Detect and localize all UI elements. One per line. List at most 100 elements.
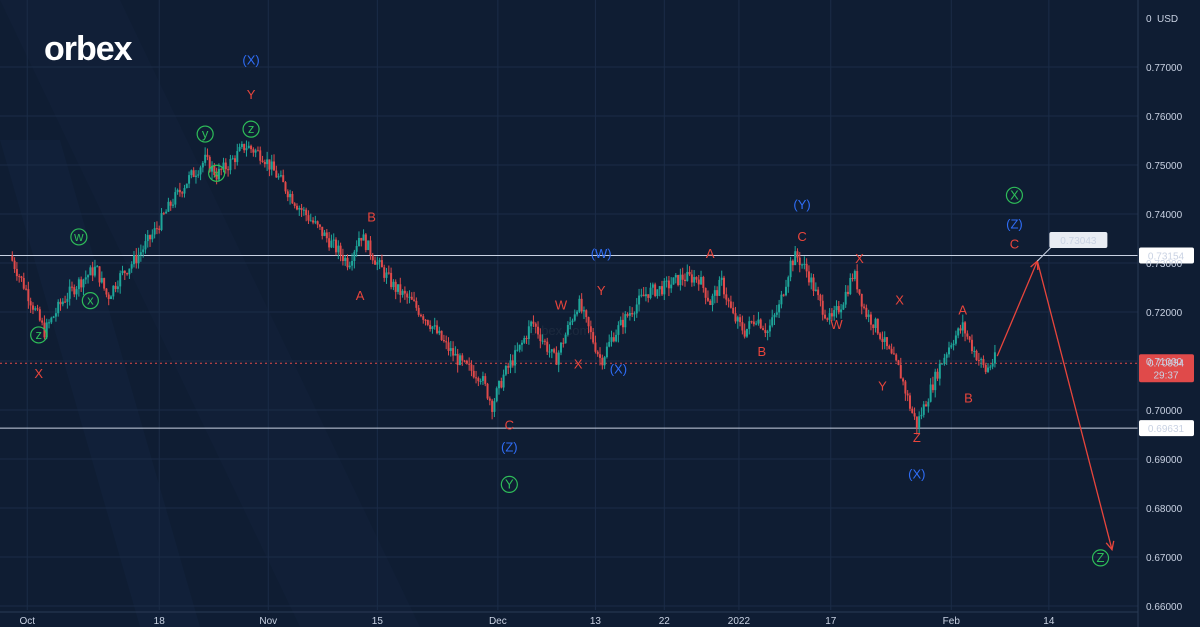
candle-body <box>968 336 971 340</box>
candle-body <box>895 354 898 361</box>
candle-body <box>888 346 891 349</box>
candle-body <box>270 161 273 170</box>
candle-body <box>259 150 262 161</box>
candle-body <box>603 357 606 366</box>
candle-body <box>771 317 774 326</box>
candle-body <box>98 266 101 283</box>
candle-body <box>236 151 239 163</box>
candle-body <box>670 284 673 289</box>
y-tick-label: 0.67000 <box>1146 553 1183 564</box>
candle-body <box>844 291 847 305</box>
candle-body <box>162 213 165 215</box>
candle-body <box>25 288 28 290</box>
candle-body <box>849 277 852 295</box>
candle-body <box>357 237 360 246</box>
candle-body <box>881 338 884 342</box>
candle-body <box>851 277 854 280</box>
wave-label-circle <box>1091 549 1110 567</box>
candle-body <box>449 348 452 351</box>
candle-body <box>945 354 948 358</box>
candle-body <box>369 240 372 255</box>
candle-body <box>247 145 250 149</box>
wave-label: B <box>367 209 376 224</box>
y-tick-label: 0.72000 <box>1146 308 1183 319</box>
x-tick-label: 18 <box>154 616 166 627</box>
candle-body <box>403 290 406 294</box>
candle-body <box>947 347 950 355</box>
candle-body <box>814 289 817 291</box>
candle-body <box>837 306 840 313</box>
wave-label: Y <box>597 283 606 298</box>
candle-body <box>438 330 441 334</box>
y-tick-label: 0.66000 <box>1146 602 1183 613</box>
wave-label: X <box>855 251 864 266</box>
candle-body <box>289 193 292 198</box>
candle-body <box>640 294 643 296</box>
candle-body <box>819 295 822 301</box>
candle-body <box>29 301 32 306</box>
candle-body <box>697 279 700 285</box>
wave-label: y <box>202 126 209 141</box>
candle-body <box>695 277 698 280</box>
wave-label: x <box>87 293 94 308</box>
candle-body <box>341 255 344 261</box>
wave-label: A <box>958 302 967 317</box>
candle-body <box>702 277 705 288</box>
candle-body <box>227 169 230 171</box>
candle-body <box>904 381 907 394</box>
candle-body <box>378 260 381 263</box>
candle-body <box>750 321 753 323</box>
candle-body <box>318 224 321 227</box>
candle-body <box>782 294 785 296</box>
candle-body <box>475 377 478 379</box>
candle-body <box>605 346 608 358</box>
candle-body <box>169 201 172 206</box>
candle-body <box>158 228 161 230</box>
candle-body <box>417 307 420 315</box>
candle-body <box>863 306 866 308</box>
candle-body <box>201 162 204 168</box>
level-tag <box>1139 420 1194 437</box>
candle-body <box>93 266 96 276</box>
candle-body <box>647 294 650 298</box>
candle-body <box>190 170 193 176</box>
wave-label: W <box>555 298 568 313</box>
candle-body <box>562 342 565 344</box>
forecast-segment <box>1036 260 1113 550</box>
candle-body <box>396 284 399 292</box>
candle-body <box>284 182 287 192</box>
candle-body <box>723 277 726 295</box>
candle-body <box>211 165 214 172</box>
x-tick-label: 13 <box>590 616 602 627</box>
candle-body <box>897 360 900 366</box>
candle-body <box>592 332 595 343</box>
candle-body <box>172 204 175 206</box>
candle-body <box>791 260 794 266</box>
candle-body <box>61 301 64 305</box>
wave-label: X <box>34 366 43 381</box>
candle-body <box>858 289 861 294</box>
candle-body <box>890 348 893 354</box>
candle-body <box>952 343 955 346</box>
wave-label: x <box>213 165 220 180</box>
y-tick-label: 0.76000 <box>1146 112 1183 123</box>
candle-body <box>938 363 941 379</box>
candle-body <box>635 304 638 314</box>
candle-body <box>720 277 723 280</box>
candle-body <box>585 310 588 318</box>
candle-body <box>96 266 99 268</box>
candle-body <box>817 289 820 296</box>
candle-body <box>188 175 191 184</box>
candle-body <box>693 277 696 283</box>
candle-body <box>826 318 829 320</box>
candle-body <box>587 317 590 327</box>
candle-body <box>656 289 659 296</box>
candle-body <box>293 203 296 206</box>
wave-label: (X) <box>242 53 259 68</box>
candle-body <box>638 295 641 305</box>
candle-body <box>112 285 115 297</box>
candle-body <box>872 324 875 329</box>
candle-body <box>553 349 556 353</box>
candle-body <box>548 351 551 353</box>
